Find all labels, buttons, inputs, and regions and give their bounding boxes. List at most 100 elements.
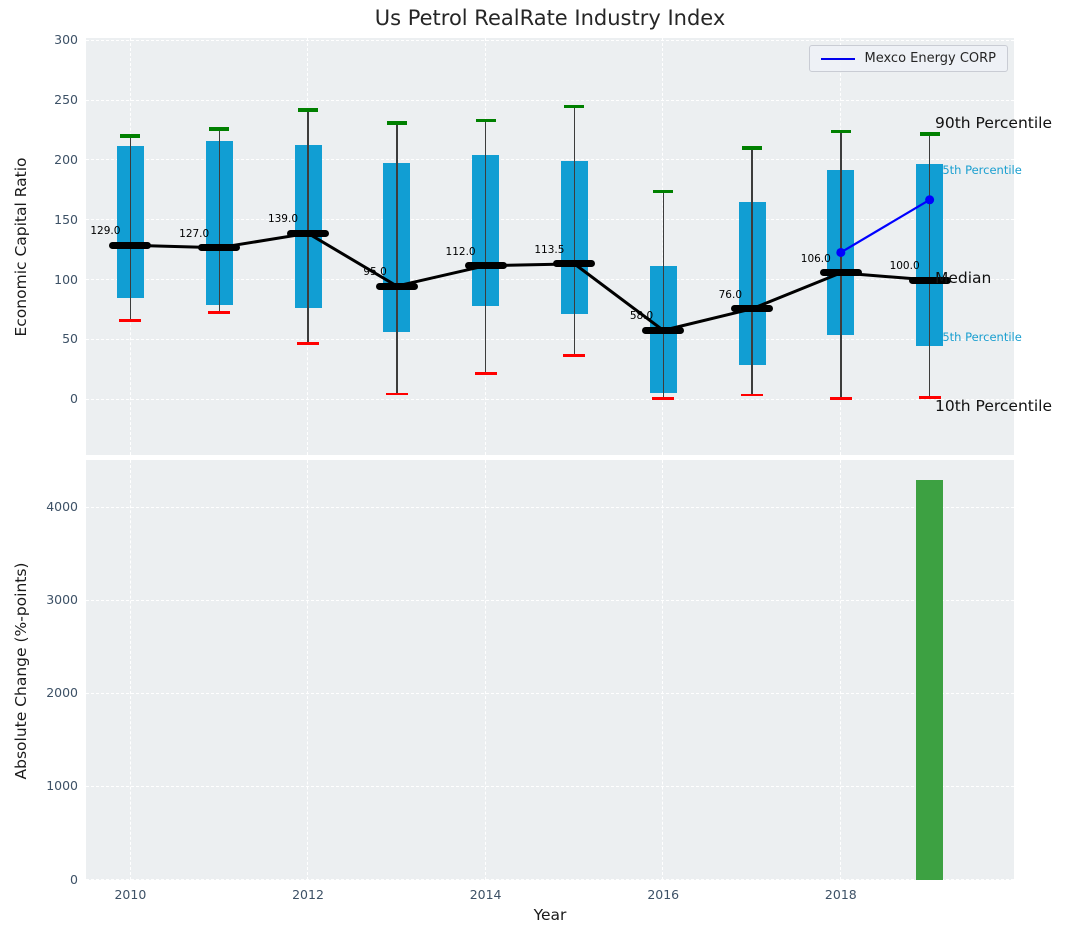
- h-gridline: [86, 879, 1014, 881]
- median-marker: [819, 269, 862, 277]
- x-axis-label: Year: [533, 906, 567, 924]
- company-line-mexco-energy-corp: [840, 198, 931, 254]
- h-gridline: [86, 279, 1014, 281]
- change-bar: [916, 480, 944, 880]
- median-marker: [553, 260, 596, 268]
- annotation-25th-percentile: 25th Percentile: [935, 329, 1022, 344]
- whisker: [484, 120, 487, 374]
- median-marker: [731, 305, 774, 313]
- company-point: [836, 247, 846, 257]
- median-value-label: 106.0: [800, 252, 831, 265]
- whisker: [928, 133, 931, 398]
- y-tick-label: 0: [70, 871, 78, 887]
- p10-cap: [474, 372, 497, 375]
- h-gridline: [86, 39, 1014, 41]
- p10-cap: [208, 311, 231, 314]
- v-gridline: [307, 460, 309, 880]
- p10-cap: [918, 396, 941, 399]
- median-marker: [642, 326, 685, 334]
- median-marker: [375, 282, 418, 290]
- v-gridline: [662, 460, 664, 880]
- bottom-y-axis-label: Absolute Change (%-points): [12, 562, 30, 780]
- p90-cap: [653, 189, 674, 194]
- y-tick-label: 2000: [46, 685, 78, 701]
- p90-cap: [386, 121, 407, 125]
- p90-cap: [919, 132, 940, 136]
- median-value-label: 112.0: [445, 245, 476, 258]
- median-value-label: 113.5: [534, 243, 565, 256]
- y-tick-label: 100: [54, 271, 78, 287]
- h-gridline: [86, 219, 1014, 221]
- median-value-label: 139.0: [267, 213, 298, 226]
- legend-line-sample: [821, 57, 856, 60]
- x-tick-label: 2014: [469, 887, 502, 902]
- median-value-label: 95.0: [363, 266, 387, 279]
- median-marker: [287, 229, 329, 237]
- whisker: [218, 129, 220, 313]
- y-tick-label: 50: [62, 331, 78, 347]
- p90-cap: [830, 129, 851, 134]
- whisker: [573, 106, 576, 356]
- top-plot-area: Mexco Energy CORP 75th Percentile 25th Pe…: [86, 38, 1052, 455]
- y-tick-label: 300: [54, 31, 78, 47]
- median-value-label: 58.0: [629, 310, 654, 323]
- p10-cap: [652, 397, 675, 400]
- whisker: [396, 123, 398, 394]
- p90-cap: [209, 127, 230, 131]
- annotation-75th-percentile: 75th Percentile: [935, 163, 1022, 177]
- p90-cap: [298, 108, 318, 112]
- lines-overlay: [130, 195, 935, 332]
- y-tick-label: 1000: [46, 778, 78, 794]
- whisker: [307, 109, 309, 344]
- p10-cap: [385, 392, 408, 396]
- p90-cap: [564, 104, 585, 108]
- p10-cap: [829, 397, 852, 400]
- median-trend-line: [130, 231, 930, 332]
- median-marker: [109, 241, 152, 249]
- x-tick-label: 2012: [292, 887, 324, 902]
- h-gridline: [86, 693, 1014, 695]
- annotation-median: Median: [935, 268, 992, 287]
- whisker: [751, 148, 753, 396]
- v-gridline: [840, 460, 842, 880]
- bottom-plot-area: [86, 460, 1014, 881]
- h-gridline: [86, 159, 1014, 161]
- median-value-label: 127.0: [179, 227, 210, 240]
- p90-cap: [742, 146, 763, 150]
- legend: Mexco Energy CORP: [809, 45, 1008, 72]
- annotation-90th-percentile: 90th Percentile: [935, 114, 1053, 133]
- median-value-label: 76.0: [718, 288, 743, 301]
- whisker: [129, 136, 132, 321]
- h-gridline: [86, 99, 1014, 101]
- whisker: [662, 191, 664, 399]
- median-marker: [198, 244, 241, 252]
- median-marker: [464, 262, 507, 270]
- v-gridline: [484, 460, 486, 880]
- y-tick-label: 250: [54, 91, 78, 107]
- y-tick-label: 200: [54, 151, 78, 167]
- h-gridline: [86, 507, 1014, 509]
- y-tick-label: 3000: [46, 592, 78, 608]
- median-value-label: 129.0: [90, 225, 121, 238]
- median-marker: [908, 276, 951, 284]
- y-tick-label: 0: [70, 391, 78, 407]
- top-y-axis-label: Economic Capital Ratio: [12, 157, 30, 337]
- h-gridline: [86, 600, 1014, 602]
- p90-cap: [475, 118, 496, 123]
- chart-title: Us Petrol RealRate Industry Index: [374, 6, 726, 30]
- h-gridline: [86, 786, 1014, 788]
- p90-cap: [120, 134, 141, 138]
- x-tick-label: 2010: [114, 887, 147, 902]
- annotation-10th-percentile: 10th Percentile: [935, 397, 1053, 416]
- v-gridline: [129, 460, 131, 880]
- p10-cap: [741, 393, 764, 397]
- company-point: [925, 195, 935, 205]
- median-value-label: 100.0: [889, 260, 920, 273]
- x-tick-label: 2018: [824, 887, 857, 902]
- p10-cap: [297, 342, 319, 345]
- x-tick-label: 2016: [647, 887, 680, 902]
- h-gridline: [86, 339, 1014, 341]
- h-gridline: [86, 399, 1014, 401]
- y-tick-label: 4000: [46, 499, 78, 515]
